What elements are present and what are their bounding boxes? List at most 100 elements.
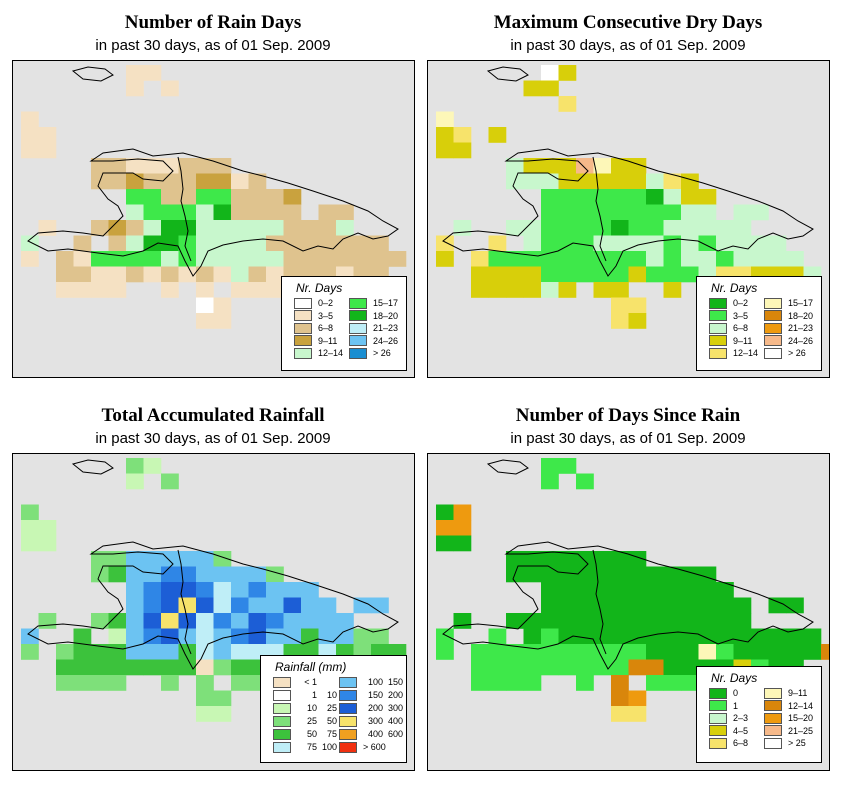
- legend-label-low: 100: [367, 677, 383, 687]
- grid-cell: [196, 282, 214, 298]
- grid-cell: [161, 266, 179, 283]
- grid-cell: [231, 582, 249, 598]
- map-rain-days: Nr. Days 0–2 3–5 6–8 9–11 12–14 15–17 18–20 21–…: [12, 60, 415, 378]
- grid-cell: [663, 173, 682, 190]
- grid-cell: [663, 675, 682, 691]
- legend-swatch: [339, 741, 357, 753]
- legend-swatch: [273, 728, 291, 740]
- grid-cell: [733, 204, 752, 221]
- grid-cell: [646, 189, 664, 205]
- grid-cell: [646, 644, 664, 660]
- grid-cell: [646, 173, 664, 190]
- legend-entry: 9–11: [764, 687, 807, 699]
- grid-cell: [196, 189, 214, 205]
- grid-cell: [611, 659, 629, 676]
- legend-label-low: 25: [306, 716, 317, 726]
- legend-entry: 6–8: [294, 322, 333, 334]
- legend-swatch: [709, 322, 727, 334]
- grid-cell: [786, 644, 804, 660]
- legend-label: 4–5: [733, 725, 749, 736]
- grid-cell: [698, 204, 717, 221]
- grid-cell: [506, 644, 524, 660]
- legend-swatch: [764, 737, 782, 749]
- grid-cell: [318, 204, 337, 221]
- grid-cell: [646, 597, 664, 614]
- grid-cell: [248, 597, 267, 614]
- grid-cell: [213, 551, 232, 567]
- grid-cell: [628, 297, 647, 314]
- grid-cell: [21, 504, 39, 521]
- grid-cell: [453, 520, 472, 536]
- grid-cell: [506, 675, 524, 691]
- grid-cell: [558, 597, 577, 614]
- grid-cell: [541, 266, 559, 283]
- grid-cell: [488, 659, 507, 676]
- grid-cell: [91, 220, 109, 236]
- legend-label: 12–14: [788, 700, 814, 711]
- grid-cell: [611, 266, 629, 283]
- map-since-rain: Nr. Days 0 1 2–3 4–5 6–8 9–11 12–14 15–20 21–25 >…: [427, 453, 830, 771]
- grid-cell: [593, 659, 612, 676]
- grid-cell: [453, 220, 472, 236]
- grid-cell: [108, 158, 127, 174]
- grid-cell: [558, 566, 577, 583]
- grid-cell: [231, 173, 249, 190]
- grid-cell: [283, 235, 302, 252]
- grid-cell: [196, 597, 214, 614]
- grid-cell: [161, 189, 179, 205]
- grid-cell: [283, 189, 302, 205]
- grid-cell: [593, 251, 612, 267]
- grid-cell: [698, 613, 717, 629]
- grid-cell: [593, 158, 612, 174]
- grid-cell: [751, 644, 769, 660]
- legend-title: Nr. Days: [711, 281, 758, 295]
- legend-label: > 25: [788, 738, 806, 748]
- grid-cell: [73, 282, 92, 298]
- grid-cell: [248, 628, 267, 645]
- grid-cell: [108, 551, 127, 567]
- panel-title-rain-days: Number of Rain Days: [124, 12, 302, 33]
- legend-entry: > 25: [764, 737, 806, 749]
- legend-label: 300 400: [363, 716, 403, 726]
- legend-swatch: [764, 347, 782, 359]
- legend-swatch: [764, 310, 782, 321]
- legend-entry: 15–20: [764, 712, 813, 724]
- grid-cell: [248, 251, 267, 267]
- legend-swatch: [764, 335, 782, 346]
- grid-cell: [453, 535, 472, 552]
- grid-cell: [231, 189, 249, 205]
- grid-cell: [681, 251, 699, 267]
- grid-cell: [558, 65, 577, 81]
- grid-cell: [751, 204, 769, 221]
- legend-label: < 1: [297, 677, 337, 687]
- grid-cell: [751, 235, 769, 252]
- grid-cell: [681, 235, 699, 252]
- grid-cell: [266, 266, 284, 283]
- grid-cell: [38, 127, 57, 143]
- grid-cell: [213, 173, 232, 190]
- legend-label-high: 200: [387, 690, 403, 700]
- grid-cell: [541, 251, 559, 267]
- grid-cell: [733, 613, 752, 629]
- grid-cell: [196, 235, 214, 252]
- legend-label: 150 200: [363, 690, 403, 700]
- grid-cell: [56, 266, 74, 283]
- grid-cell: [593, 282, 612, 298]
- legend-swatch: [273, 702, 291, 714]
- legend-entry: 4–5: [709, 725, 748, 737]
- grid-cell: [488, 127, 507, 143]
- grid-cell: [523, 266, 542, 283]
- grid-cell: [541, 235, 559, 252]
- legend-swatch: [273, 689, 291, 701]
- grid-cell: [506, 659, 524, 676]
- grid-cell: [353, 628, 372, 645]
- legend-title: Rainfall (mm): [275, 660, 347, 674]
- grid-cell: [21, 127, 39, 143]
- legend-label-low: 75: [306, 742, 317, 752]
- grid-cell: [336, 628, 354, 645]
- grid-cell: [593, 551, 612, 567]
- legend-label-low: > 600: [363, 742, 386, 752]
- grid-cell: [108, 220, 127, 236]
- grid-cell: [646, 251, 664, 267]
- grid-cell: [523, 173, 542, 190]
